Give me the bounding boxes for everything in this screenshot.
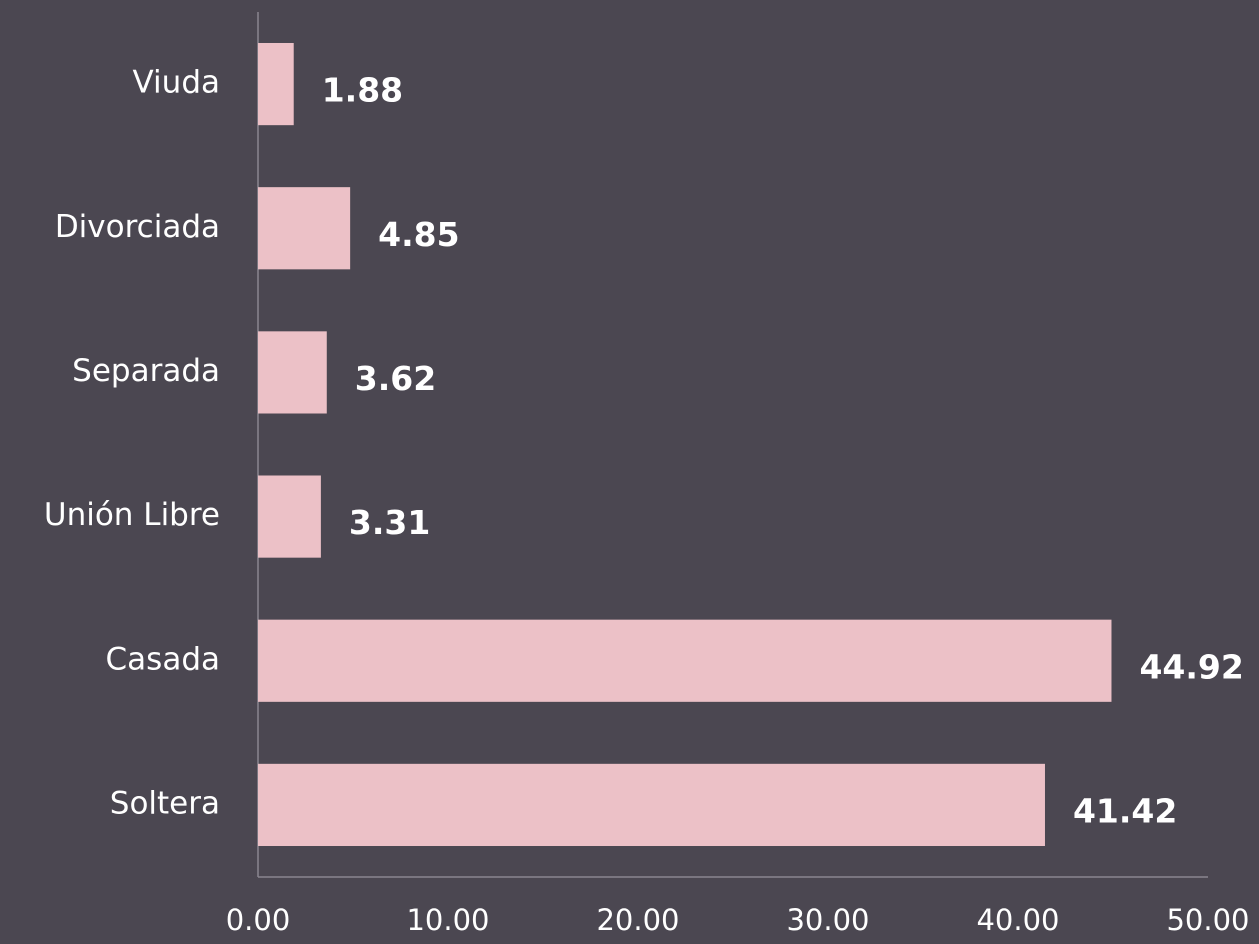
bar <box>258 763 1045 847</box>
data-label: 44.92 <box>1139 647 1243 686</box>
y-tick-label: Unión Libre <box>44 497 220 533</box>
x-tick-label: 40.00 <box>976 903 1059 937</box>
data-label: 41.42 <box>1073 791 1177 830</box>
bar <box>258 619 1112 702</box>
y-tick-label: Viuda <box>133 65 220 101</box>
y-tick-label: Soltera <box>110 785 220 821</box>
y-tick-label: Casada <box>106 641 220 677</box>
bar <box>258 331 327 414</box>
bar <box>258 475 321 558</box>
x-tick-label: 10.00 <box>406 903 489 937</box>
x-tick-label: 30.00 <box>786 903 869 937</box>
data-label: 3.31 <box>349 503 430 542</box>
bar <box>258 42 294 126</box>
data-label: 3.62 <box>355 359 436 398</box>
x-tick-label: 0.00 <box>226 903 291 937</box>
y-tick-label: Separada <box>72 353 220 389</box>
y-tick-label: Divorciada <box>55 209 220 245</box>
x-tick-label: 50.00 <box>1166 903 1249 937</box>
bar <box>258 187 351 270</box>
data-label: 4.85 <box>378 215 459 254</box>
data-label: 1.88 <box>322 71 403 110</box>
x-tick-label: 20.00 <box>596 903 679 937</box>
